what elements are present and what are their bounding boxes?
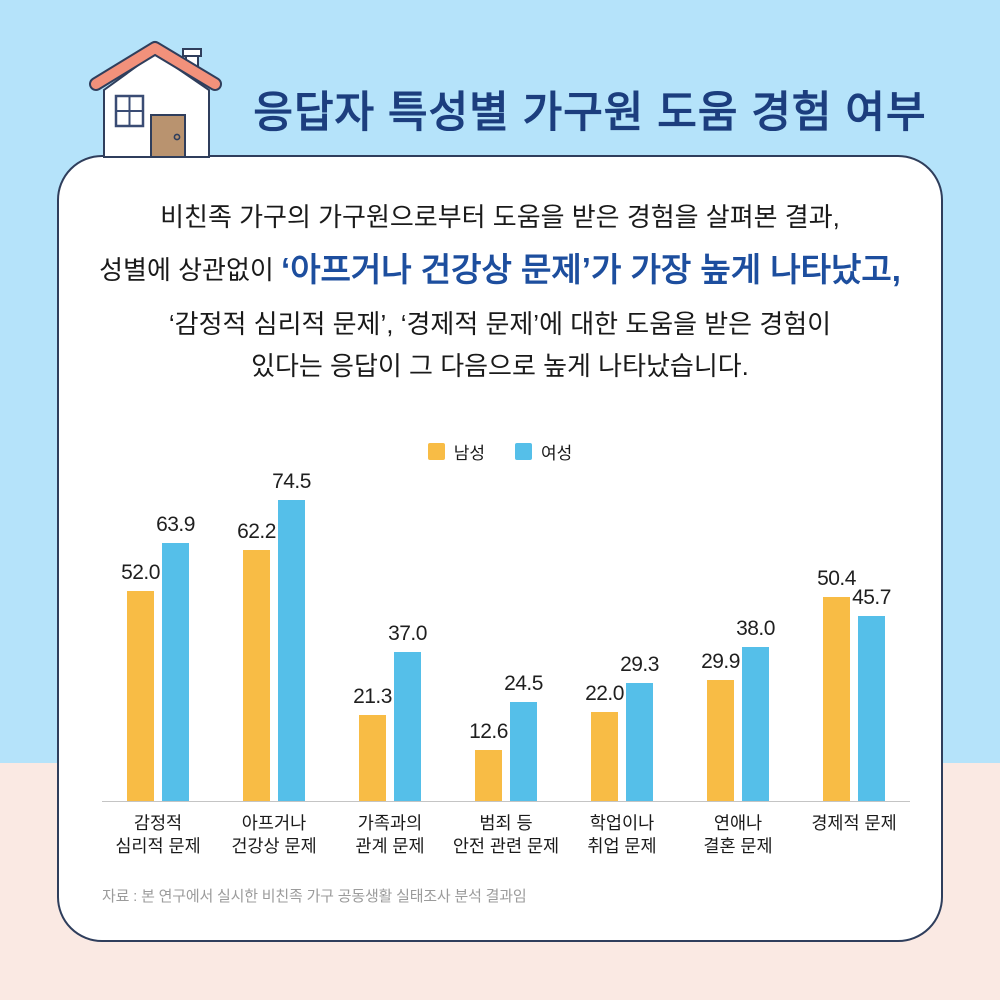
category-label: 경제적 문제 bbox=[811, 813, 897, 833]
description-line-2-highlight: ‘아프거나 건강상 문제’가 가장 높게 나타났고, bbox=[281, 251, 901, 288]
bar-여성-7 bbox=[858, 616, 885, 801]
bar-남성-5 bbox=[591, 712, 618, 801]
bar-여성-1 bbox=[162, 543, 189, 801]
info-card: 비친족 가구의 가구원으로부터 도움을 받은 경험을 살펴본 결과, 성별에 상… bbox=[57, 155, 943, 942]
source-note: 자료 : 본 연구에서 실시한 비친족 가구 공동생활 실태조사 분석 결과임 bbox=[102, 888, 527, 905]
bar-value-label: 74.5 bbox=[272, 470, 311, 493]
category-label: 학업이나 취업 문제 bbox=[587, 813, 657, 856]
bar-value-label: 29.9 bbox=[701, 650, 740, 673]
legend-swatch bbox=[515, 443, 532, 460]
legend-item-여성: 여성 bbox=[515, 439, 572, 464]
bar-value-label: 37.0 bbox=[388, 622, 427, 645]
category-label: 감정적 심리적 문제 bbox=[115, 813, 201, 856]
bar-여성-4 bbox=[510, 702, 537, 801]
bar-남성-6 bbox=[707, 680, 734, 801]
description-line-3: ‘감정적 심리적 문제’, ‘경제적 문제’에 대한 도움을 받은 경험이 bbox=[168, 309, 832, 339]
description: 비친족 가구의 가구원으로부터 도움을 받은 경험을 살펴본 결과, 성별에 상… bbox=[59, 197, 941, 390]
bar-value-label: 63.9 bbox=[156, 513, 195, 536]
house-icon bbox=[89, 41, 222, 158]
description-line-1: 비친족 가구의 가구원으로부터 도움을 받은 경험을 살펴본 결과, bbox=[160, 202, 840, 232]
x-axis-labels: 감정적 심리적 문제 아프거나 건강상 문제 가족과의 관계 문제 범죄 등 안전 관련 문제… bbox=[102, 812, 910, 872]
house-chimney-cap bbox=[182, 48, 202, 57]
bar-남성-4 bbox=[475, 750, 502, 801]
bar-value-label: 38.0 bbox=[736, 617, 775, 640]
bar-남성-2 bbox=[243, 550, 270, 801]
description-line-2-normal: 성별에 상관없이 bbox=[99, 255, 282, 285]
bar-value-label: 50.4 bbox=[817, 567, 856, 590]
bar-여성-3 bbox=[394, 652, 421, 801]
page-title: 응답자 특성별 가구원 도움 경험 여부 bbox=[253, 89, 927, 137]
category-label: 아프거나 건강상 문제 bbox=[231, 813, 317, 856]
chart-legend: 남성 여성 bbox=[59, 439, 941, 464]
plot-area: 52.0 63.9 62.2 74.5 21.3 37.0 12.6 24.5 22.0 29.3… bbox=[102, 470, 910, 802]
bar-value-label: 22.0 bbox=[585, 682, 624, 705]
legend-label: 여성 bbox=[541, 444, 573, 463]
category-label: 연애나 결혼 문제 bbox=[703, 813, 773, 856]
bar-남성-3 bbox=[359, 715, 386, 801]
bar-여성-5 bbox=[626, 683, 653, 801]
bar-value-label: 24.5 bbox=[504, 672, 543, 695]
bar-남성-1 bbox=[127, 591, 154, 801]
bar-value-label: 29.3 bbox=[620, 653, 659, 676]
bar-value-label: 21.3 bbox=[353, 685, 392, 708]
bar-여성-2 bbox=[278, 500, 305, 801]
bar-value-label: 62.2 bbox=[237, 520, 276, 543]
bar-value-label: 45.7 bbox=[852, 586, 891, 609]
description-line-4: 있다는 응답이 그 다음으로 높게 나타났습니다. bbox=[251, 351, 749, 381]
bar-여성-6 bbox=[742, 647, 769, 801]
house-roof bbox=[91, 43, 220, 89]
category-label: 가족과의 관계 문제 bbox=[355, 813, 425, 856]
bar-value-label: 12.6 bbox=[469, 720, 508, 743]
legend-item-남성: 남성 bbox=[427, 439, 485, 464]
house-door-knob bbox=[173, 133, 181, 141]
category-label: 범죄 등 안전 관련 문제 bbox=[452, 813, 560, 856]
legend-swatch bbox=[427, 443, 445, 460]
bar-남성-7 bbox=[823, 597, 850, 801]
legend-label: 남성 bbox=[453, 444, 485, 463]
bar-value-label: 52.0 bbox=[121, 561, 160, 584]
description-line-2: 성별에 상관없이 ‘아프거나 건강상 문제’가 가장 높게 나타났고, bbox=[59, 243, 941, 299]
